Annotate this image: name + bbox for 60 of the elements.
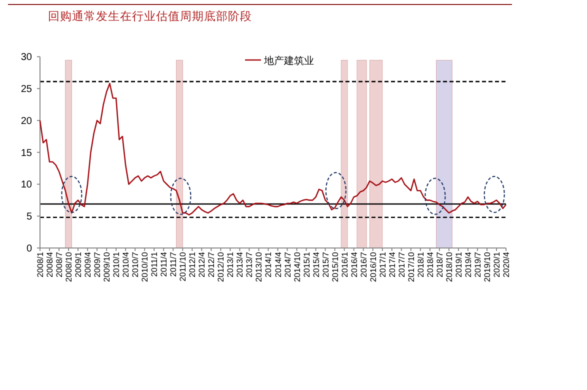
x-tick-label: 2009/1 — [73, 252, 84, 278]
x-tick-label: 2017/7 — [396, 252, 406, 278]
x-tick-label: 2012/10 — [216, 252, 226, 282]
x-tick-label: 2012/1 — [187, 252, 198, 278]
x-tick-label: 2015/1 — [301, 252, 312, 278]
x-tick-label: 2008/4 — [44, 252, 55, 278]
x-tick-label: 2019/7 — [472, 252, 482, 278]
x-tick-label: 2016/7 — [358, 252, 368, 278]
x-tick-label: 2016/10 — [368, 252, 378, 282]
x-tick-label: 2008/7 — [54, 252, 64, 278]
x-tick-label: 2010/4 — [120, 252, 131, 278]
x-tick-label: 2010/7 — [130, 252, 140, 278]
x-tick-label: 2014/1 — [263, 252, 274, 278]
y-tick-label: 15 — [20, 148, 32, 159]
x-tick-label: 2018/1 — [415, 252, 426, 278]
x-tick-label: 2009/4 — [82, 252, 93, 278]
x-tick-label: 2008/10 — [64, 252, 74, 282]
x-tick-label: 2015/7 — [320, 252, 330, 278]
x-tick-label: 2014/4 — [272, 252, 283, 278]
x-tick-label: 2012/7 — [206, 252, 216, 278]
x-tick-label: 2013/10 — [254, 252, 264, 282]
line-series — [39, 82, 507, 216]
x-tick-label: 2012/4 — [196, 252, 207, 278]
x-tick-label: 2015/4 — [310, 252, 321, 278]
x-tick-label: 2017/4 — [386, 252, 397, 278]
y-tick-label: 0 — [26, 244, 32, 254]
x-tick-label: 2016/1 — [339, 252, 350, 278]
x-tick-label: 2014/7 — [282, 252, 292, 278]
x-tick-label: 2017/1 — [377, 252, 388, 278]
x-tick-label: 2013/1 — [225, 252, 236, 278]
x-tick-label: 2019/4 — [462, 252, 473, 278]
x-tick-label: 2019/10 — [482, 252, 492, 282]
x-tick-label: 2017/10 — [406, 252, 416, 282]
y-tick-label: 10 — [20, 180, 32, 191]
y-tick-label: 20 — [20, 116, 32, 127]
x-tick-label: 2010/1 — [111, 252, 122, 278]
x-tick-label: 2008/1 — [35, 252, 45, 278]
x-tick-label: 2009/10 — [102, 252, 112, 282]
x-tick-label: 2011/1 — [149, 252, 160, 277]
x-tick-label: 2015/10 — [330, 252, 340, 282]
x-tick-label: 2020/4 — [501, 252, 511, 278]
x-tick-label: 2014/10 — [292, 252, 302, 282]
y-tick-label: 30 — [20, 52, 32, 64]
x-tick-label: 2010/10 — [140, 252, 150, 282]
x-tick-label: 2018/4 — [424, 252, 435, 278]
x-tick-label: 2013/7 — [244, 252, 254, 278]
x-tick-label: 2019/1 — [453, 252, 464, 278]
chart-title: 回购通常发生在行业估值周期底部阶段 — [48, 9, 252, 23]
x-tick-label: 2011/7 — [168, 252, 178, 277]
x-tick-label: 2020/1 — [491, 252, 502, 278]
x-tick-label: 2011/10 — [178, 252, 188, 282]
x-tick-label: 2009/7 — [92, 252, 102, 278]
y-tick-label: 5 — [26, 212, 32, 223]
x-tick-label: 2013/4 — [234, 252, 245, 278]
x-tick-label: 2011/4 — [158, 252, 169, 277]
y-tick-label: 25 — [20, 84, 32, 96]
x-tick-label: 2018/7 — [434, 252, 444, 278]
x-tick-label: 2016/4 — [348, 252, 359, 278]
legend-label: 地产建筑业 — [263, 55, 314, 67]
x-tick-label: 2018/10 — [444, 252, 454, 282]
